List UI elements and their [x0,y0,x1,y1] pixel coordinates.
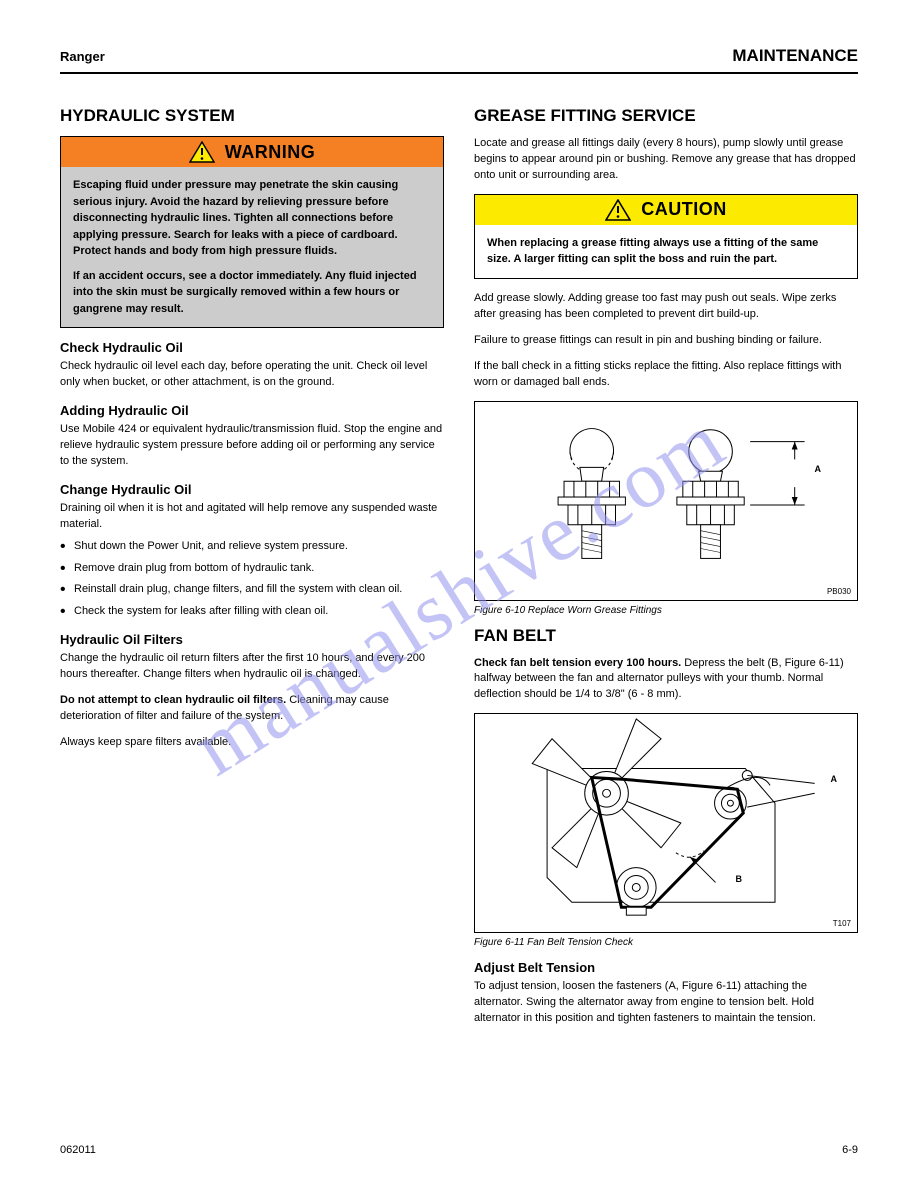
grease-heading: GREASE FITTING SERVICE [474,106,858,126]
warning-body: Escaping fluid under pressure may penetr… [61,167,443,327]
grease-p2: Add grease slowly. Adding grease too fas… [474,291,858,323]
grease-p3: Failure to grease fittings can result in… [474,333,858,349]
page-header: Ranger MAINTENANCE [60,46,858,66]
fig1-id: PB030 [827,587,851,596]
fig2-label-a: A [831,774,838,784]
filter-heading: Hydraulic Oil Filters [60,632,444,647]
warning-p2: If an accident occurs, see a doctor imme… [73,268,431,318]
fanbelt-heading: FAN BELT [474,626,858,646]
fanbelt-lead: Check fan belt tension every 100 hours. [474,657,681,669]
warning-triangle-icon [189,141,215,163]
caution-p1: When replacing a grease fitting always u… [487,235,845,268]
caution-box: CAUTION When replacing a grease fitting … [474,194,858,279]
list-item: Shut down the Power Unit, and relieve sy… [74,539,444,555]
filter-p2-bold: Do not attempt to clean hydraulic oil fi… [60,694,286,706]
caution-header: CAUTION [475,195,857,225]
fig2-label-b: B [736,874,743,884]
check-oil-heading: Check Hydraulic Oil [60,340,444,355]
fig2-caption: Figure 6-11 Fan Belt Tension Check [474,937,858,948]
warning-header: WARNING [61,137,443,167]
warning-label: WARNING [225,142,316,163]
footer-rev: 062011 [60,1144,96,1156]
left-column: HYDRAULIC SYSTEM WARNING Escaping fluid … [60,102,444,1037]
figure-6-11: A B T107 [474,713,858,933]
add-oil-para: Use Mobile 424 or equivalent hydraulic/t… [60,422,444,470]
caution-label: CAUTION [641,199,727,220]
grease-p1: Locate and grease all fittings daily (ev… [474,136,858,184]
filter-p1: Change the hydraulic oil return filters … [60,651,444,683]
caution-body: When replacing a grease fitting always u… [475,225,857,278]
figure-6-10: A PB030 [474,401,858,601]
list-item: Check the system for leaks after filling… [74,604,444,620]
adjust-heading: Adjust Belt Tension [474,960,858,975]
grease-p4: If the ball check in a fitting sticks re… [474,359,858,391]
filter-p3: Always keep spare filters available. [60,735,444,751]
fig1-caption: Figure 6-10 Replace Worn Grease Fittings [474,605,858,616]
adjust-para: To adjust tension, loosen the fasteners … [474,979,858,1027]
change-oil-heading: Change Hydraulic Oil [60,482,444,497]
right-column: GREASE FITTING SERVICE Locate and grease… [474,102,858,1037]
hydraulic-heading: HYDRAULIC SYSTEM [60,106,444,126]
warning-box: WARNING Escaping fluid under pressure ma… [60,136,444,328]
add-oil-heading: Adding Hydraulic Oil [60,403,444,418]
footer-page: 6-9 [842,1144,858,1156]
change-oil-steps: Shut down the Power Unit, and relieve sy… [60,539,444,621]
page-footer: 062011 6-9 [60,1144,858,1156]
change-oil-intro: Draining oil when it is hot and agitated… [60,501,444,533]
list-item: Remove drain plug from bottom of hydraul… [74,561,444,577]
warning-p1: Escaping fluid under pressure may penetr… [73,177,431,260]
fig1-label-a: A [815,464,822,474]
fig2-id: T107 [833,919,851,928]
list-item: Reinstall drain plug, change filters, an… [74,582,444,598]
brand-label: Ranger [60,49,105,64]
caution-triangle-icon [605,199,631,221]
filter-p2: Do not attempt to clean hydraulic oil fi… [60,693,444,725]
fanbelt-para: Check fan belt tension every 100 hours. … [474,656,858,704]
check-oil-para: Check hydraulic oil level each day, befo… [60,359,444,391]
header-rule [60,72,858,74]
section-label: MAINTENANCE [732,46,858,66]
